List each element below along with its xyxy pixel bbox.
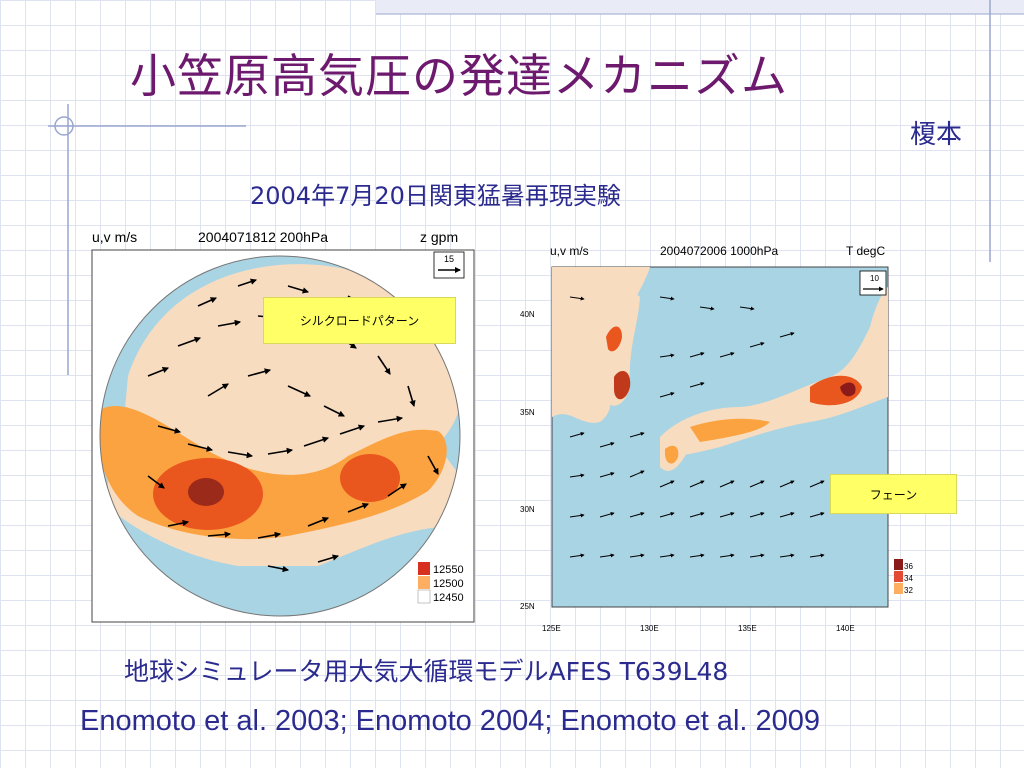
silk-road-pattern-callout: シルクロードパターン <box>263 297 456 344</box>
lon-tick: 140E <box>836 624 855 633</box>
left-map-title-center: 2004071812 200hPa <box>198 229 328 245</box>
lon-tick: 135E <box>738 624 757 633</box>
left-legend-swatch-mid <box>418 576 430 589</box>
wind-vectors <box>569 296 855 558</box>
right-map-title-left: u,v m/s <box>550 244 589 258</box>
left-legend-label: 12450 <box>433 592 464 604</box>
author-name: 榎本 <box>909 120 962 150</box>
right-legend-swatch-low <box>894 583 903 594</box>
wind-vectors <box>147 278 439 573</box>
right-map-figure: u,v m/s 2004072006 1000hPa T degC <box>520 244 903 633</box>
references: Enomoto et al. 2003; Enomoto 2004; Enomo… <box>80 705 821 737</box>
lon-tick: 125E <box>542 624 561 633</box>
right-reference-vector-label: 10 <box>870 274 879 283</box>
left-legend-label: 12550 <box>433 564 464 576</box>
lat-tick: 30N <box>520 505 535 514</box>
lat-tick: 35N <box>520 408 535 417</box>
right-legend-label: 34 <box>904 574 913 583</box>
left-legend-swatch-low <box>417 589 431 604</box>
right-legend-swatch-high <box>894 559 903 570</box>
right-legend-label: 32 <box>904 586 913 595</box>
lon-tick: 130E <box>640 624 659 633</box>
left-legend-label: 12500 <box>433 578 464 590</box>
left-map-figure: u,v m/s 2004071812 200hPa z gpm 15 1 <box>91 229 475 623</box>
left-map-title-right: z gpm <box>420 229 458 245</box>
right-map-title-center: 2004072006 1000hPa <box>660 244 778 258</box>
right-legend-label: 36 <box>904 562 913 571</box>
lat-tick: 25N <box>520 602 535 611</box>
high-center-east <box>340 454 400 502</box>
model-caption: 地球シミュレータ用大気大循環モデルAFES T639L48 <box>124 657 729 686</box>
slide-title: 小笠原高気圧の発達メカニズム <box>130 49 788 103</box>
foehn-callout: フェーン <box>830 474 957 514</box>
japan-main-islands <box>660 287 888 457</box>
left-reference-vector-label: 15 <box>444 254 454 264</box>
right-legend-swatch-mid <box>894 571 903 582</box>
left-legend-swatch-high <box>418 562 430 575</box>
korean-peninsula <box>599 293 640 406</box>
lat-tick: 40N <box>520 310 535 319</box>
right-map-title-right: T degC <box>846 244 885 258</box>
left-reference-vector-box <box>433 251 465 279</box>
experiment-caption: 2004年7月20日関東猛暑再現実験 <box>250 182 621 210</box>
left-map-title-left: u,v m/s <box>92 229 137 245</box>
